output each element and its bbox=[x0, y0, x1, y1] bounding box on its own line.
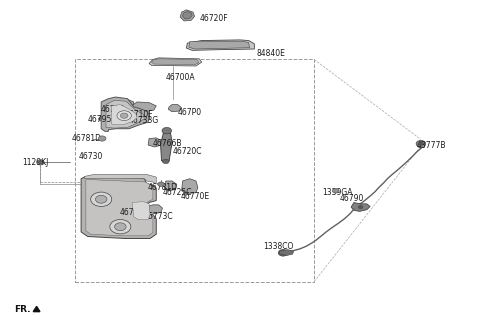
Circle shape bbox=[117, 111, 132, 121]
Circle shape bbox=[332, 189, 339, 193]
Text: 46730: 46730 bbox=[78, 152, 103, 161]
Text: 46725C: 46725C bbox=[162, 188, 192, 197]
Text: 46790: 46790 bbox=[339, 194, 364, 203]
Polygon shape bbox=[181, 179, 198, 194]
Polygon shape bbox=[33, 306, 40, 312]
Text: 46710F: 46710F bbox=[124, 110, 153, 119]
Circle shape bbox=[110, 219, 131, 234]
Circle shape bbox=[98, 136, 106, 141]
Polygon shape bbox=[132, 202, 150, 219]
Text: 46781D: 46781D bbox=[72, 134, 102, 143]
Text: 46713: 46713 bbox=[100, 105, 124, 113]
Text: 46766B: 46766B bbox=[153, 139, 182, 148]
Polygon shape bbox=[112, 105, 137, 125]
Polygon shape bbox=[152, 59, 199, 65]
Polygon shape bbox=[86, 180, 153, 236]
Polygon shape bbox=[81, 176, 156, 238]
Polygon shape bbox=[186, 40, 254, 50]
Text: 1338CO: 1338CO bbox=[263, 242, 293, 251]
Text: 467P0: 467P0 bbox=[178, 108, 202, 117]
Polygon shape bbox=[351, 203, 370, 211]
Text: 1339GA: 1339GA bbox=[323, 188, 353, 197]
Circle shape bbox=[419, 142, 423, 145]
Polygon shape bbox=[148, 138, 161, 147]
Polygon shape bbox=[164, 181, 177, 191]
Polygon shape bbox=[101, 97, 149, 131]
Text: 46720F: 46720F bbox=[199, 14, 228, 23]
Polygon shape bbox=[279, 250, 294, 256]
Circle shape bbox=[358, 205, 363, 209]
Text: 1129KJ: 1129KJ bbox=[22, 158, 48, 167]
Circle shape bbox=[96, 195, 107, 203]
Circle shape bbox=[91, 192, 112, 206]
Polygon shape bbox=[168, 105, 181, 112]
Circle shape bbox=[162, 127, 171, 134]
Bar bbox=[75, 59, 314, 281]
Polygon shape bbox=[132, 102, 156, 112]
Polygon shape bbox=[106, 100, 144, 128]
Text: 46700A: 46700A bbox=[166, 73, 195, 82]
Text: 84840E: 84840E bbox=[257, 49, 286, 58]
Circle shape bbox=[278, 250, 288, 256]
Circle shape bbox=[416, 140, 426, 147]
Polygon shape bbox=[113, 99, 134, 107]
Polygon shape bbox=[160, 131, 172, 162]
Polygon shape bbox=[84, 174, 156, 184]
Text: 46720C: 46720C bbox=[173, 147, 203, 156]
Text: 46773C: 46773C bbox=[144, 213, 173, 221]
Text: 43777B: 43777B bbox=[416, 141, 445, 150]
Polygon shape bbox=[98, 116, 106, 121]
Circle shape bbox=[120, 113, 128, 118]
Text: 46733G: 46733G bbox=[129, 116, 159, 125]
Polygon shape bbox=[418, 144, 424, 148]
Text: 46781D: 46781D bbox=[148, 183, 178, 192]
Text: 46733G: 46733G bbox=[120, 208, 150, 217]
Circle shape bbox=[36, 160, 44, 165]
Polygon shape bbox=[149, 205, 162, 214]
Circle shape bbox=[38, 161, 42, 164]
Text: 46770E: 46770E bbox=[180, 192, 209, 200]
Polygon shape bbox=[189, 41, 250, 49]
Circle shape bbox=[157, 182, 164, 187]
Circle shape bbox=[162, 159, 169, 164]
Polygon shape bbox=[149, 58, 202, 66]
Polygon shape bbox=[180, 10, 194, 21]
Polygon shape bbox=[182, 11, 192, 19]
Text: FR.: FR. bbox=[14, 305, 31, 314]
Circle shape bbox=[115, 223, 126, 231]
Text: 46795: 46795 bbox=[88, 115, 112, 124]
Polygon shape bbox=[144, 116, 150, 120]
